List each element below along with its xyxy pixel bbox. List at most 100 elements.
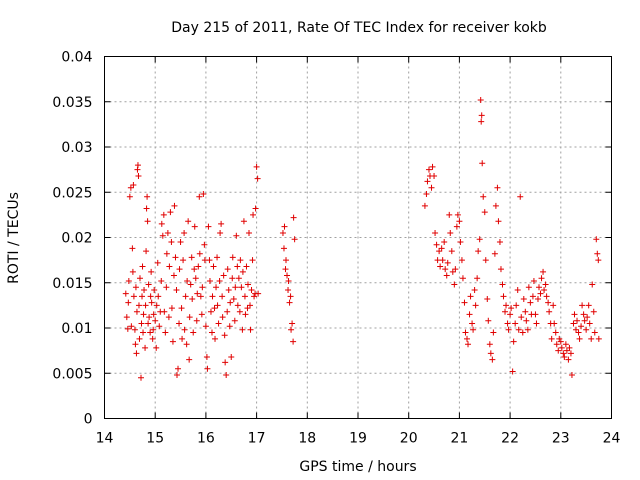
y-tick-label: 0.035 xyxy=(52,95,92,111)
data-point xyxy=(164,229,171,236)
data-point xyxy=(505,326,512,333)
data-point xyxy=(147,329,154,336)
data-point xyxy=(130,182,137,189)
data-point xyxy=(203,353,210,360)
data-point xyxy=(562,341,569,348)
data-point xyxy=(172,254,179,261)
data-point xyxy=(228,353,235,360)
data-point xyxy=(476,236,483,243)
data-point xyxy=(443,272,450,279)
y-tick-label: 0.025 xyxy=(52,185,92,201)
data-point xyxy=(580,311,587,318)
x-tick-label: 14 xyxy=(96,431,114,447)
data-point xyxy=(286,299,293,306)
data-point xyxy=(158,220,165,227)
data-point xyxy=(196,250,203,257)
data-point xyxy=(191,266,198,273)
data-point xyxy=(474,275,481,282)
data-point xyxy=(595,335,602,342)
data-point xyxy=(254,175,261,182)
data-point xyxy=(504,320,511,327)
data-point xyxy=(456,218,463,225)
data-point xyxy=(197,293,204,300)
grid xyxy=(104,56,612,419)
data-point xyxy=(158,277,165,284)
data-point xyxy=(585,302,592,309)
data-point xyxy=(475,248,482,255)
data-point xyxy=(159,232,166,239)
data-point xyxy=(507,311,514,318)
data-point xyxy=(489,356,496,363)
data-point xyxy=(593,236,600,243)
data-point xyxy=(478,112,485,119)
data-point xyxy=(165,314,172,321)
axis-ticks xyxy=(104,56,612,419)
data-points xyxy=(122,96,602,381)
chart-title: Day 215 of 2011, Rate Of TEC Index for r… xyxy=(171,20,547,36)
data-point xyxy=(202,323,209,330)
data-point xyxy=(466,311,473,318)
data-point xyxy=(550,302,557,309)
data-point xyxy=(472,302,479,309)
data-point xyxy=(583,326,590,333)
data-point xyxy=(545,299,552,306)
data-point xyxy=(291,236,298,243)
data-point xyxy=(162,329,169,336)
data-point xyxy=(490,329,497,336)
data-point xyxy=(571,311,578,318)
data-point xyxy=(568,372,575,379)
data-point xyxy=(281,223,288,230)
data-point xyxy=(229,275,236,282)
data-point xyxy=(132,341,139,348)
data-point xyxy=(517,193,524,200)
data-point xyxy=(524,326,531,333)
data-point xyxy=(581,317,588,324)
data-point xyxy=(457,239,464,246)
data-point xyxy=(467,293,474,300)
data-point xyxy=(288,326,295,333)
data-point xyxy=(447,229,454,236)
data-point xyxy=(149,335,156,342)
data-point xyxy=(538,275,545,282)
data-point xyxy=(152,317,159,324)
data-point xyxy=(231,317,238,324)
data-point xyxy=(136,275,143,282)
data-point xyxy=(247,326,254,333)
data-point xyxy=(240,218,247,225)
data-point xyxy=(441,239,448,246)
data-point xyxy=(225,286,232,293)
data-point xyxy=(282,266,289,273)
data-point xyxy=(552,329,559,336)
data-point xyxy=(458,257,465,264)
data-point xyxy=(211,305,218,312)
data-point xyxy=(579,302,586,309)
data-point xyxy=(148,268,155,275)
data-point xyxy=(560,350,567,357)
data-point xyxy=(123,314,130,321)
data-point xyxy=(241,293,248,300)
data-point xyxy=(453,223,460,230)
data-point xyxy=(251,293,258,300)
data-point xyxy=(153,344,160,351)
data-point xyxy=(146,314,153,321)
data-point xyxy=(135,172,142,179)
data-point xyxy=(284,272,291,279)
data-point xyxy=(253,163,260,170)
data-point xyxy=(156,323,163,330)
data-point xyxy=(595,257,602,264)
data-point xyxy=(135,302,142,309)
data-point xyxy=(250,211,257,218)
data-point xyxy=(185,218,192,225)
data-point xyxy=(177,239,184,246)
y-tick-label: 0.015 xyxy=(52,276,92,292)
data-point xyxy=(201,241,208,248)
data-point xyxy=(173,286,180,293)
data-point xyxy=(459,275,466,282)
data-point xyxy=(236,308,243,315)
data-point xyxy=(496,239,503,246)
data-point xyxy=(242,311,249,318)
data-point xyxy=(556,335,563,342)
data-point xyxy=(218,220,225,227)
data-point xyxy=(424,178,431,185)
data-point xyxy=(243,263,250,270)
